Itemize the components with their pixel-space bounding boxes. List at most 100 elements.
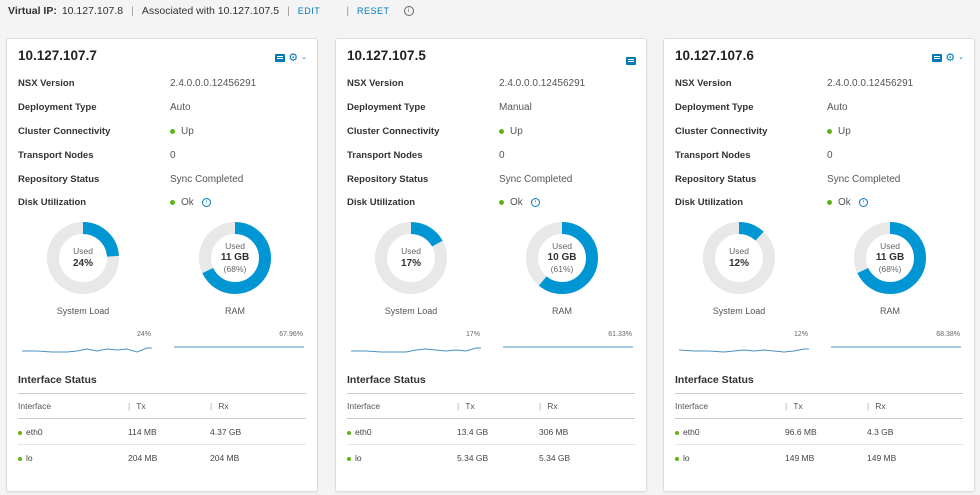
info-icon[interactable]: i [530,197,540,207]
ram-sparkline [503,346,633,348]
virtual-ip-bar: Virtual IP: 10.127.107.8 | Associated wi… [0,0,980,22]
repository-status-label: Repository Status [347,173,429,185]
deployment-type-value: Auto [827,101,848,113]
gear-icon[interactable]: ⚙ [288,52,299,64]
status-dot [499,128,504,134]
deployment-type-row: Deployment Type Auto [675,99,963,115]
repository-status-label: Repository Status [18,173,100,185]
save-icon[interactable] [275,54,286,62]
chevron-down-icon[interactable]: ⌄ [301,54,307,61]
ram-spark-value: 67.96% [279,331,303,338]
gauge-used-label: Used [880,241,900,251]
ram-sparkline [831,346,961,348]
nsx-version-label: NSX Version [675,77,732,89]
system-load-value: 12% [728,258,749,269]
ram-gauge: Used 11 GB (68%) [853,221,927,295]
col-tx-header[interactable]: Tx [785,401,867,411]
edit-link[interactable]: EDIT [297,6,321,16]
system-load-sparkline [351,347,481,353]
gauge-used-label: Used [73,246,93,256]
status-dot [170,128,175,134]
cluster-connectivity-value: Up [838,125,851,137]
col-interface-header[interactable]: Interface [18,401,52,411]
transport-nodes-row: Transport Nodes 0 [347,147,635,163]
node-ip-title: 10.127.107.5 [347,48,426,63]
table-row: lo 204 MB 204 MB [18,445,306,470]
ram-label: RAM [225,306,245,316]
col-interface-header[interactable]: Interface [347,401,381,411]
node-card: 10.127.107.5 NSX Version 2.4.0.0.0.124562… [335,38,647,492]
interface-name: eth0 [683,426,700,437]
table-row: eth0 13.4 GB 306 MB [347,419,635,445]
disk-utilization-row: Disk Utilization Ok i [675,194,963,210]
table-header: Interface Tx Rx [675,393,963,419]
col-rx-header[interactable]: Rx [210,401,306,411]
disk-utilization-row: Disk Utilization Ok i [18,194,306,210]
ram-value: 11 GB [220,252,250,263]
chevron-down-icon[interactable]: ⌄ [958,54,964,61]
node-ip-title: 10.127.107.7 [18,48,97,63]
col-tx-header[interactable]: Tx [128,401,210,411]
repository-status-row: Repository Status Sync Completed [347,171,635,187]
deployment-type-row: Deployment Type Manual [347,99,635,115]
cluster-connectivity-row: Cluster Connectivity Up [18,123,306,139]
reset-link[interactable]: RESET [357,6,390,16]
disk-utilization-value: Ok [510,196,523,208]
interface-table: Interface Tx Rx eth0 96.6 MB 4.3 GB lo 1… [675,393,963,470]
nsx-version-label: NSX Version [347,77,404,89]
info-icon[interactable]: i [858,197,868,207]
rx-value: 4.3 GB [867,426,894,437]
rx-value: 4.37 GB [210,426,242,437]
ram-percent: (61%) [550,264,574,274]
divider: | [346,5,350,17]
interface-name: eth0 [26,426,43,437]
status-dot [347,430,351,435]
table-row: eth0 96.6 MB 4.3 GB [675,419,963,445]
tx-value: 114 MB [128,426,157,437]
system-load-gauge: Used 12% [702,221,776,295]
col-interface-header[interactable]: Interface [675,401,709,411]
interface-table: Interface Tx Rx eth0 13.4 GB 306 MB lo 5… [347,393,635,470]
save-icon[interactable] [932,54,943,62]
deployment-type-label: Deployment Type [675,101,754,113]
ram-label: RAM [552,306,572,316]
node-card: 10.127.107.6 ⚙ ⌄ NSX Version 2.4.0.0.0.12… [663,38,975,492]
associated-text: Associated with 10.127.107.5 [141,5,280,17]
transport-nodes-label: Transport Nodes [347,149,423,161]
rx-value: 149 MB [867,452,897,463]
cluster-connectivity-row: Cluster Connectivity Up [675,123,963,139]
transport-nodes-label: Transport Nodes [18,149,94,161]
status-dot [18,430,22,435]
transport-nodes-row: Transport Nodes 0 [18,147,306,163]
card-actions: ⚙ ⌄ [275,52,307,64]
info-icon[interactable]: i [201,197,211,207]
ram-gauge: Used 11 GB (68%) [198,221,272,295]
repository-status-value: Sync Completed [827,173,901,185]
gauge-used-label: Used [225,241,245,251]
table-row: lo 5.34 GB 5.34 GB [347,445,635,470]
deployment-type-value: Auto [170,101,191,113]
info-icon[interactable]: i [403,6,414,16]
gear-icon[interactable]: ⚙ [945,52,956,64]
tx-value: 149 MB [785,452,815,463]
table-row: eth0 114 MB 4.37 GB [18,419,306,445]
ram-value: 10 GB [547,252,577,263]
status-dot [827,199,832,205]
tx-value: 5.34 GB [457,452,489,463]
ram-label: RAM [880,306,900,316]
interface-name: lo [26,452,33,463]
col-rx-header[interactable]: Rx [539,401,635,411]
repository-status-row: Repository Status Sync Completed [675,171,963,187]
cluster-connectivity-value: Up [181,125,194,137]
ram-percent: (68%) [878,264,902,274]
table-row: lo 149 MB 149 MB [675,445,963,470]
interface-status-title: Interface Status [18,374,97,386]
col-tx-header[interactable]: Tx [457,401,539,411]
save-icon[interactable] [626,57,636,65]
cluster-connectivity-value: Up [510,125,523,137]
col-rx-header[interactable]: Rx [867,401,963,411]
cluster-connectivity-label: Cluster Connectivity [18,125,111,137]
cluster-connectivity-row: Cluster Connectivity Up [347,123,635,139]
tx-value: 13.4 GB [457,426,489,437]
transport-nodes-value: 0 [499,149,505,161]
